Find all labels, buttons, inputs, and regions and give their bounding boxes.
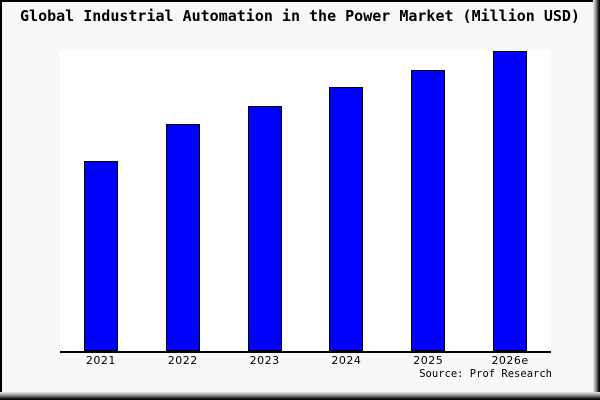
frame-border-right — [593, 0, 600, 400]
plot-area — [60, 50, 551, 353]
x-tick-label-2021: 2021 — [85, 354, 116, 367]
bar-2025 — [411, 69, 446, 351]
bar-2021 — [83, 161, 118, 351]
bar-2026e — [493, 50, 528, 351]
bar-2022 — [165, 124, 200, 351]
x-tick-label-2024: 2024 — [331, 354, 362, 367]
x-tick-label-2023: 2023 — [249, 354, 280, 367]
bar-2024 — [329, 87, 364, 351]
frame-border-top — [0, 0, 600, 2]
frame-border-bottom — [0, 392, 600, 400]
frame-border-left — [0, 0, 2, 400]
bar-2023 — [247, 106, 282, 351]
chart-title: Global Industrial Automation in the Powe… — [20, 7, 580, 25]
source-note: Source: Prof Research — [419, 368, 552, 380]
x-tick-label-2026e: 2026e — [491, 354, 529, 367]
x-tick-label-2025: 2025 — [413, 354, 444, 367]
x-tick-label-2022: 2022 — [167, 354, 198, 367]
